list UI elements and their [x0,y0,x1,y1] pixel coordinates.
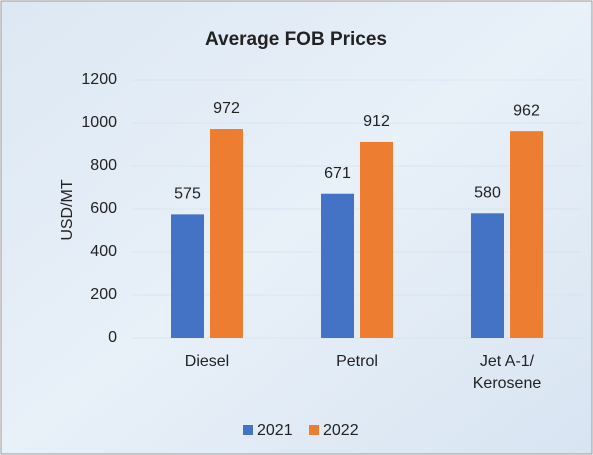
y-tick-label: 800 [90,157,117,174]
data-label: 575 [174,186,201,203]
data-label: 912 [363,113,390,130]
y-tick-label: 600 [90,200,117,217]
data-label: 580 [474,185,501,202]
bar [171,214,204,338]
data-label: 962 [513,102,540,119]
bar [360,141,393,338]
chart-title: Average FOB Prices [205,29,387,50]
bar [321,193,354,338]
data-label: 972 [213,100,240,117]
y-tick-label: 0 [108,329,117,346]
x-tick-label: Diesel [185,353,229,370]
bar [210,129,243,338]
legend-swatch [309,425,319,435]
legend-swatch [243,425,253,435]
y-tick-label: 400 [90,243,117,260]
y-tick-label: 1000 [81,114,117,131]
y-tick-label: 200 [90,286,117,303]
x-tick-label: Petrol [336,353,378,370]
y-axis-label: USD/MT [59,179,76,241]
y-tick-label: 1200 [81,71,117,88]
bar [510,131,543,338]
bar [471,213,504,338]
legend-label: 2021 [257,422,293,439]
data-label: 671 [324,165,351,182]
legend-label: 2022 [323,422,359,439]
x-tick-label: Jet A-1/Kerosene [473,353,542,392]
